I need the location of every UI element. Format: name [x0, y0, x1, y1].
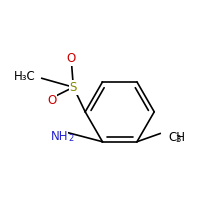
- Text: 2: 2: [68, 134, 73, 143]
- Text: CH: CH: [168, 131, 185, 144]
- Text: H: H: [27, 70, 36, 83]
- Text: O: O: [67, 52, 76, 65]
- Text: NH: NH: [51, 130, 68, 143]
- Text: 3: 3: [176, 135, 181, 144]
- Text: O: O: [47, 94, 56, 107]
- Text: H₃C: H₃C: [14, 70, 36, 83]
- Text: S: S: [70, 81, 77, 94]
